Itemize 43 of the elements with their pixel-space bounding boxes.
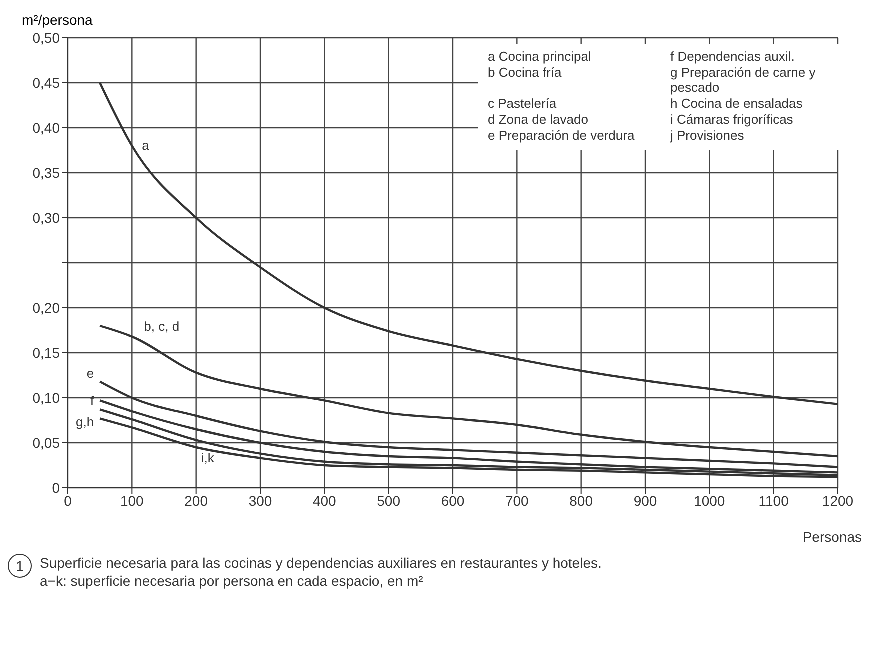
annotation: c Pastelería xyxy=(488,96,557,111)
series-label: e xyxy=(86,366,94,381)
x-tick-label: 400 xyxy=(312,492,337,509)
x-tick-label: 900 xyxy=(634,492,658,509)
y-tick-label: 0,35 xyxy=(32,164,60,181)
x-tick-label: 700 xyxy=(505,492,530,509)
y-tick-label: 0,45 xyxy=(32,74,60,91)
x-tick-label: 500 xyxy=(377,492,401,509)
x-tick-label: 800 xyxy=(570,492,594,509)
series-label: b, c, d xyxy=(144,318,180,334)
y-tick-label: 0,20 xyxy=(32,300,60,316)
x-tick-label: 0 xyxy=(64,492,72,509)
annotation: i Cámaras frigoríficas xyxy=(670,112,794,127)
x-tick-label: 100 xyxy=(120,492,144,509)
y-tick-label: 0,40 xyxy=(32,120,60,136)
annotation: b Cocina fría xyxy=(488,64,562,80)
annotation: d Zona de lavado xyxy=(488,112,588,127)
x-tick-label: 1200 xyxy=(822,492,854,509)
annotation: h Cocina de ensaladas xyxy=(670,96,803,111)
annotation: e Preparación de verdura xyxy=(488,128,635,143)
series-label: f xyxy=(90,394,94,409)
y-tick-label: 0,15 xyxy=(32,344,60,361)
text: Superficie necesaria para las cocinas y dependencias auxiliares en restaurantes y hoteles. xyxy=(40,555,602,571)
x-tick-label: 1100 xyxy=(758,492,790,509)
series-label: a xyxy=(142,138,150,153)
x-tick-label: 600 xyxy=(441,492,465,509)
annotation: f Dependencias auxil. xyxy=(670,49,795,64)
text: a−k: superficie necesaria por persona en cada espacio, en m² xyxy=(40,573,424,590)
x-axis-title: Personas xyxy=(802,529,862,545)
x-tick-label: 200 xyxy=(184,492,208,509)
annotation: a Cocina principal xyxy=(488,49,592,64)
text: 1 xyxy=(16,556,24,576)
y-tick-label: 0,05 xyxy=(32,434,60,451)
y-tick-label: 0,50 xyxy=(32,30,60,46)
series-label: g,h xyxy=(76,414,94,430)
annotation: j Provisiones xyxy=(670,128,744,143)
y-tick-label: 0,30 xyxy=(32,210,60,226)
y-tick-label: 0 xyxy=(52,480,60,496)
x-tick-label: 300 xyxy=(248,492,272,509)
series-label: i,k xyxy=(201,450,215,466)
y-tick-label: 0,10 xyxy=(32,390,60,406)
x-tick-label: 1000 xyxy=(694,492,726,509)
y-axis-title: m²/persona xyxy=(22,12,93,28)
